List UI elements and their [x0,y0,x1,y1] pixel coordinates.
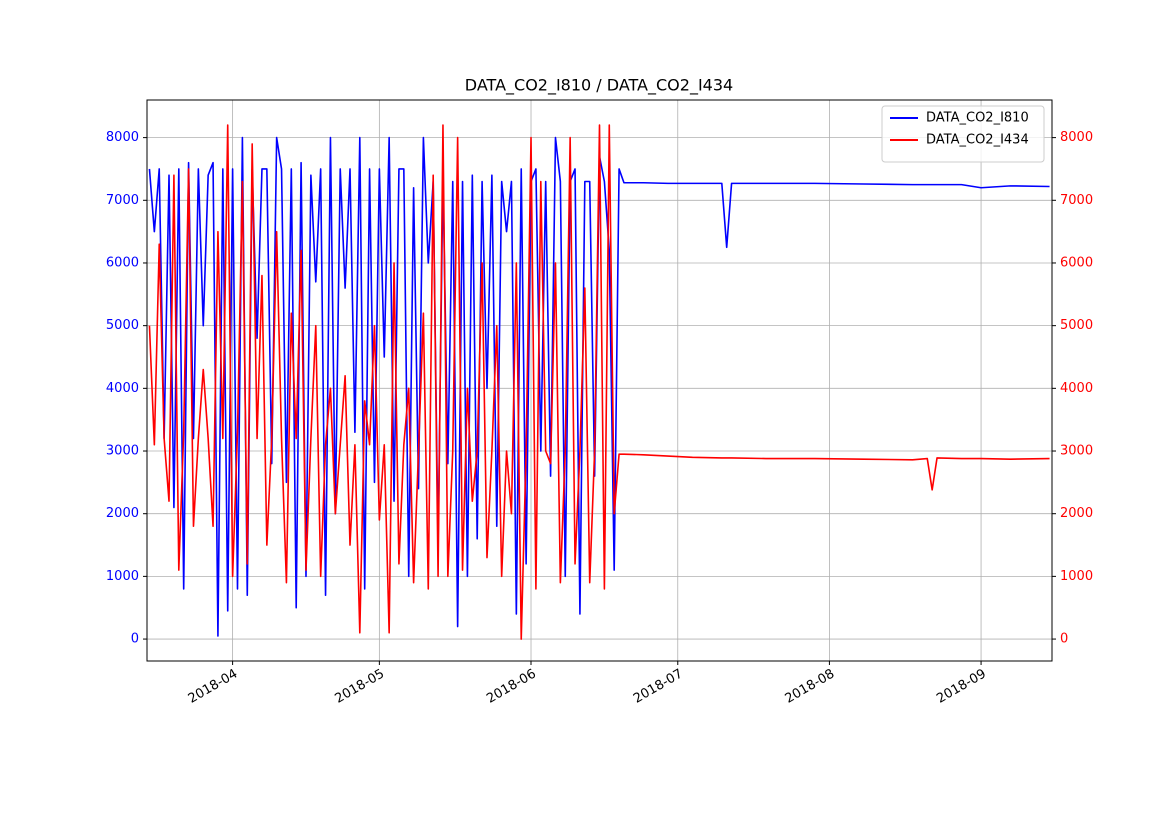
y2-tick-label: 7000 [1060,193,1093,208]
y-tick-label: 7000 [106,193,139,208]
y2-tick-label: 2000 [1060,506,1093,521]
y-tick-label: 5000 [106,318,139,333]
y-tick-label: 8000 [106,130,139,145]
plot-frame [146,99,1053,662]
chart-title: DATA_CO2_I810 / DATA_CO2_I434 [465,76,733,96]
y2-tick-label: 6000 [1060,255,1093,270]
y2-tick-label: 8000 [1060,130,1093,145]
y-tick-label: 4000 [106,381,139,396]
y-tick-label: 3000 [106,444,139,459]
y-tick-label: 2000 [106,506,139,521]
y2-tick-label: 5000 [1060,318,1093,333]
series-line [148,136,1050,637]
y2-tick-label: 4000 [1060,381,1093,396]
y-tick-label: 1000 [106,569,139,584]
y2-tick-label: 0 [1060,632,1068,647]
y-tick-label: 6000 [106,255,139,270]
series-line [148,124,1050,640]
y-tick-label: 0 [131,632,139,647]
legend-label: DATA_CO2_I434 [926,133,1029,148]
legend-label: DATA_CO2_I810 [926,111,1029,126]
legend-box [881,105,1045,163]
y2-tick-label: 1000 [1060,569,1093,584]
y2-tick-label: 3000 [1060,444,1093,459]
